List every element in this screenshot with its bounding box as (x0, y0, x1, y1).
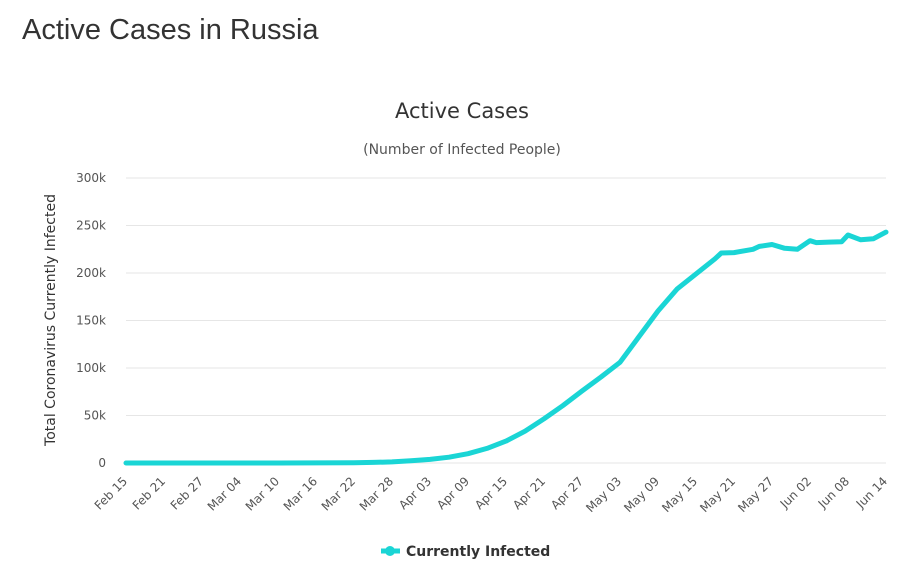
data-point[interactable] (808, 238, 812, 243)
page-title: Active Cases in Russia (22, 14, 319, 46)
x-tick-label: Jun 02 (777, 474, 814, 511)
x-tick-label: May 21 (697, 474, 738, 515)
x-tick-label: Apr 15 (472, 474, 510, 512)
legend-marker-dot (385, 546, 395, 556)
x-tick-label: Apr 03 (396, 474, 434, 512)
data-point[interactable] (162, 461, 166, 465)
data-point[interactable] (694, 271, 698, 276)
data-point[interactable] (871, 236, 876, 241)
data-point[interactable] (447, 455, 451, 460)
x-tick-label: Mar 10 (243, 474, 282, 513)
x-tick-label: May 09 (621, 474, 662, 515)
data-point[interactable] (757, 244, 762, 249)
data-point[interactable] (599, 375, 603, 379)
x-tick-label: May 03 (583, 474, 624, 515)
x-tick-label: May 15 (659, 474, 700, 515)
data-point[interactable] (276, 461, 280, 465)
x-tick-label: Apr 27 (548, 474, 586, 512)
data-point[interactable] (858, 237, 863, 242)
y-tick-label: 300k (76, 171, 106, 185)
data-point[interactable] (814, 240, 819, 245)
x-tick-label: Apr 09 (434, 474, 472, 512)
legend[interactable]: Currently Infected (381, 544, 550, 560)
y-tick-label: 100k (76, 361, 106, 375)
data-point[interactable] (352, 460, 356, 465)
data-point[interactable] (618, 360, 622, 365)
data-point[interactable] (542, 416, 546, 421)
data-point[interactable] (713, 256, 717, 261)
data-point[interactable] (314, 460, 318, 465)
data-point[interactable] (751, 247, 755, 252)
data-point[interactable] (390, 459, 394, 464)
y-tick-label: 0 (98, 456, 106, 470)
data-point[interactable] (827, 240, 831, 245)
y-tick-label: 50k (84, 409, 106, 423)
data-point[interactable] (675, 287, 679, 292)
x-tick-label: Feb 27 (168, 474, 206, 512)
data-point[interactable] (561, 403, 565, 408)
data-point[interactable] (428, 457, 432, 462)
data-point[interactable] (371, 460, 375, 465)
data-point[interactable] (466, 451, 470, 456)
data-point[interactable] (504, 439, 508, 444)
data-point[interactable] (719, 251, 724, 255)
legend-label: Currently Infected (406, 544, 550, 560)
x-tick-label: Feb 21 (130, 474, 168, 512)
x-tick-label: Mar 16 (281, 474, 320, 513)
y-tick-label: 200k (76, 266, 106, 280)
data-point[interactable] (884, 230, 888, 235)
x-tick-label: May 27 (735, 474, 776, 515)
x-tick-label: Mar 22 (319, 474, 358, 513)
data-point[interactable] (770, 242, 774, 247)
y-tick-label: 250k (76, 219, 106, 233)
data-point[interactable] (637, 334, 641, 339)
chart-title: Active Cases (395, 99, 529, 123)
data-point[interactable] (795, 247, 800, 252)
data-point[interactable] (238, 461, 242, 465)
y-axis-title: Total Coronavirus Currently Infected (43, 194, 59, 447)
data-point[interactable] (409, 458, 413, 463)
x-tick-label: Mar 28 (357, 474, 396, 513)
series-line-currently-infected[interactable] (123, 229, 889, 466)
x-tick-label: Jun 14 (853, 474, 890, 511)
y-tick-label: 150k (76, 314, 106, 328)
x-tick-label: Apr 21 (510, 474, 548, 512)
data-point[interactable] (485, 446, 489, 451)
data-point[interactable] (839, 239, 844, 244)
data-point[interactable] (656, 309, 660, 313)
x-tick-label: Jun 08 (815, 474, 852, 511)
data-point[interactable] (124, 461, 128, 465)
data-point[interactable] (732, 250, 736, 255)
data-point[interactable] (782, 246, 787, 251)
data-point[interactable] (200, 461, 204, 465)
data-point[interactable] (846, 233, 850, 237)
data-point[interactable] (523, 429, 527, 434)
x-tick-label: Mar 04 (205, 474, 244, 513)
data-point[interactable] (580, 389, 584, 393)
x-tick-label: Feb 15 (92, 474, 130, 512)
chart-subtitle: (Number of Infected People) (363, 142, 561, 158)
